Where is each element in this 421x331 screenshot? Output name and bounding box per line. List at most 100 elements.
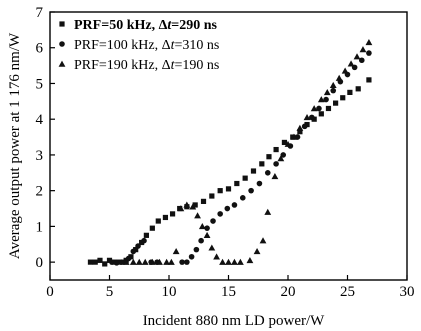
- legend-marker-circle: [59, 41, 65, 47]
- series-triangle: [122, 38, 373, 265]
- data-point-square: [242, 175, 248, 181]
- data-point-triangle: [148, 258, 156, 265]
- data-point-triangle: [156, 258, 163, 265]
- data-point-square: [366, 77, 372, 83]
- data-point-triangle: [317, 96, 325, 103]
- data-point-triangle: [177, 205, 185, 212]
- data-point-square: [97, 257, 103, 263]
- data-point-square: [162, 214, 169, 221]
- data-point-circle: [358, 57, 365, 64]
- data-point-square: [155, 218, 161, 224]
- data-point-circle: [135, 243, 141, 249]
- data-point-triangle: [353, 53, 361, 60]
- data-point-triangle: [284, 140, 292, 147]
- data-point-square: [273, 146, 279, 153]
- data-point-triangle: [129, 258, 137, 265]
- x-tick-label: 15: [221, 284, 236, 300]
- data-point-circle: [198, 237, 204, 244]
- data-point-triangle: [167, 258, 175, 265]
- data-point-circle: [280, 152, 287, 158]
- data-point-circle: [184, 259, 190, 265]
- legend-marker-triangle: [58, 60, 66, 67]
- axis-ticks: 0 5 10 15 20 25 30 0 1 2 3 4 5 6 7: [36, 5, 415, 300]
- data-point-square: [133, 247, 139, 253]
- data-point-triangle: [259, 237, 267, 244]
- data-point-triangle: [341, 67, 349, 74]
- data-point-square: [311, 116, 317, 122]
- data-point-circle: [301, 123, 308, 130]
- data-point-triangle: [290, 133, 298, 140]
- data-point-triangle: [172, 248, 180, 255]
- data-point-square: [92, 259, 98, 265]
- y-tick-label: 4: [36, 112, 44, 128]
- series-circle: [109, 50, 372, 266]
- data-point-square: [281, 139, 288, 146]
- data-point-square: [355, 86, 361, 92]
- y-tick-label: 6: [36, 41, 44, 57]
- data-point-square: [318, 111, 324, 117]
- data-point-circle: [239, 195, 246, 201]
- data-point-triangle: [303, 114, 311, 121]
- data-point-square: [217, 188, 223, 194]
- data-point-square: [234, 180, 240, 187]
- data-point-triangle: [329, 81, 337, 88]
- data-point-triangle: [310, 105, 318, 112]
- legend-label: PRF=100 kHz, Δt=310 ns: [74, 38, 219, 53]
- data-point-square: [347, 89, 353, 95]
- data-point-circle: [125, 255, 132, 262]
- data-point-triangle: [264, 208, 272, 215]
- data-point-square: [250, 168, 257, 174]
- data-point-square: [139, 239, 145, 246]
- data-point-triangle: [253, 248, 261, 255]
- data-point-triangle: [323, 89, 331, 96]
- data-point-square: [333, 100, 339, 106]
- data-point-triangle: [231, 258, 238, 265]
- data-point-square: [128, 254, 134, 260]
- data-point-circle: [256, 180, 263, 187]
- data-point-circle: [323, 96, 329, 103]
- data-point-square: [266, 154, 272, 160]
- data-point-triangle: [189, 203, 197, 210]
- data-point-square: [340, 95, 346, 101]
- data-point-circle: [204, 225, 210, 231]
- legend: PRF=50 kHz, Δt=290 ns PRF=100 kHz, Δt=310…: [58, 18, 219, 73]
- data-marks: [87, 38, 373, 267]
- data-point-circle: [264, 170, 271, 176]
- data-point-square: [106, 257, 113, 263]
- data-point-circle: [330, 87, 337, 94]
- y-tick-label: 3: [36, 148, 44, 164]
- data-point-triangle: [135, 258, 143, 265]
- legend-label: PRF=50 kHz, Δt=290 ns: [74, 18, 218, 33]
- data-point-circle: [109, 259, 115, 265]
- data-point-triangle: [219, 258, 226, 265]
- data-point-circle: [113, 260, 120, 266]
- data-point-square: [87, 259, 94, 265]
- data-point-triangle: [198, 223, 206, 230]
- x-tick-label: 25: [340, 284, 355, 300]
- data-point-triangle: [277, 155, 285, 162]
- data-point-circle: [188, 253, 195, 260]
- data-point-triangle: [359, 46, 367, 53]
- data-point-triangle: [203, 231, 211, 239]
- data-point-circle: [130, 248, 137, 255]
- data-point-circle: [231, 202, 238, 208]
- data-point-square: [225, 186, 232, 192]
- data-point-circle: [118, 259, 125, 265]
- data-point-circle: [248, 187, 254, 194]
- data-point-triangle: [296, 124, 304, 131]
- data-point-triangle: [237, 258, 244, 265]
- data-point-circle: [366, 50, 372, 56]
- data-point-square: [209, 193, 215, 199]
- data-point-triangle: [246, 256, 254, 264]
- data-point-square: [325, 105, 332, 112]
- data-point-circle: [224, 205, 231, 212]
- data-point-square: [192, 202, 198, 208]
- data-point-triangle: [183, 201, 191, 208]
- data-point-triangle: [213, 253, 220, 260]
- data-point-square: [169, 211, 176, 217]
- x-tick-label: 20: [281, 284, 296, 300]
- data-point-circle: [309, 114, 315, 121]
- x-axis-label: Incident 880 nm LD power/W: [143, 313, 325, 329]
- legend-marker-square: [59, 21, 65, 27]
